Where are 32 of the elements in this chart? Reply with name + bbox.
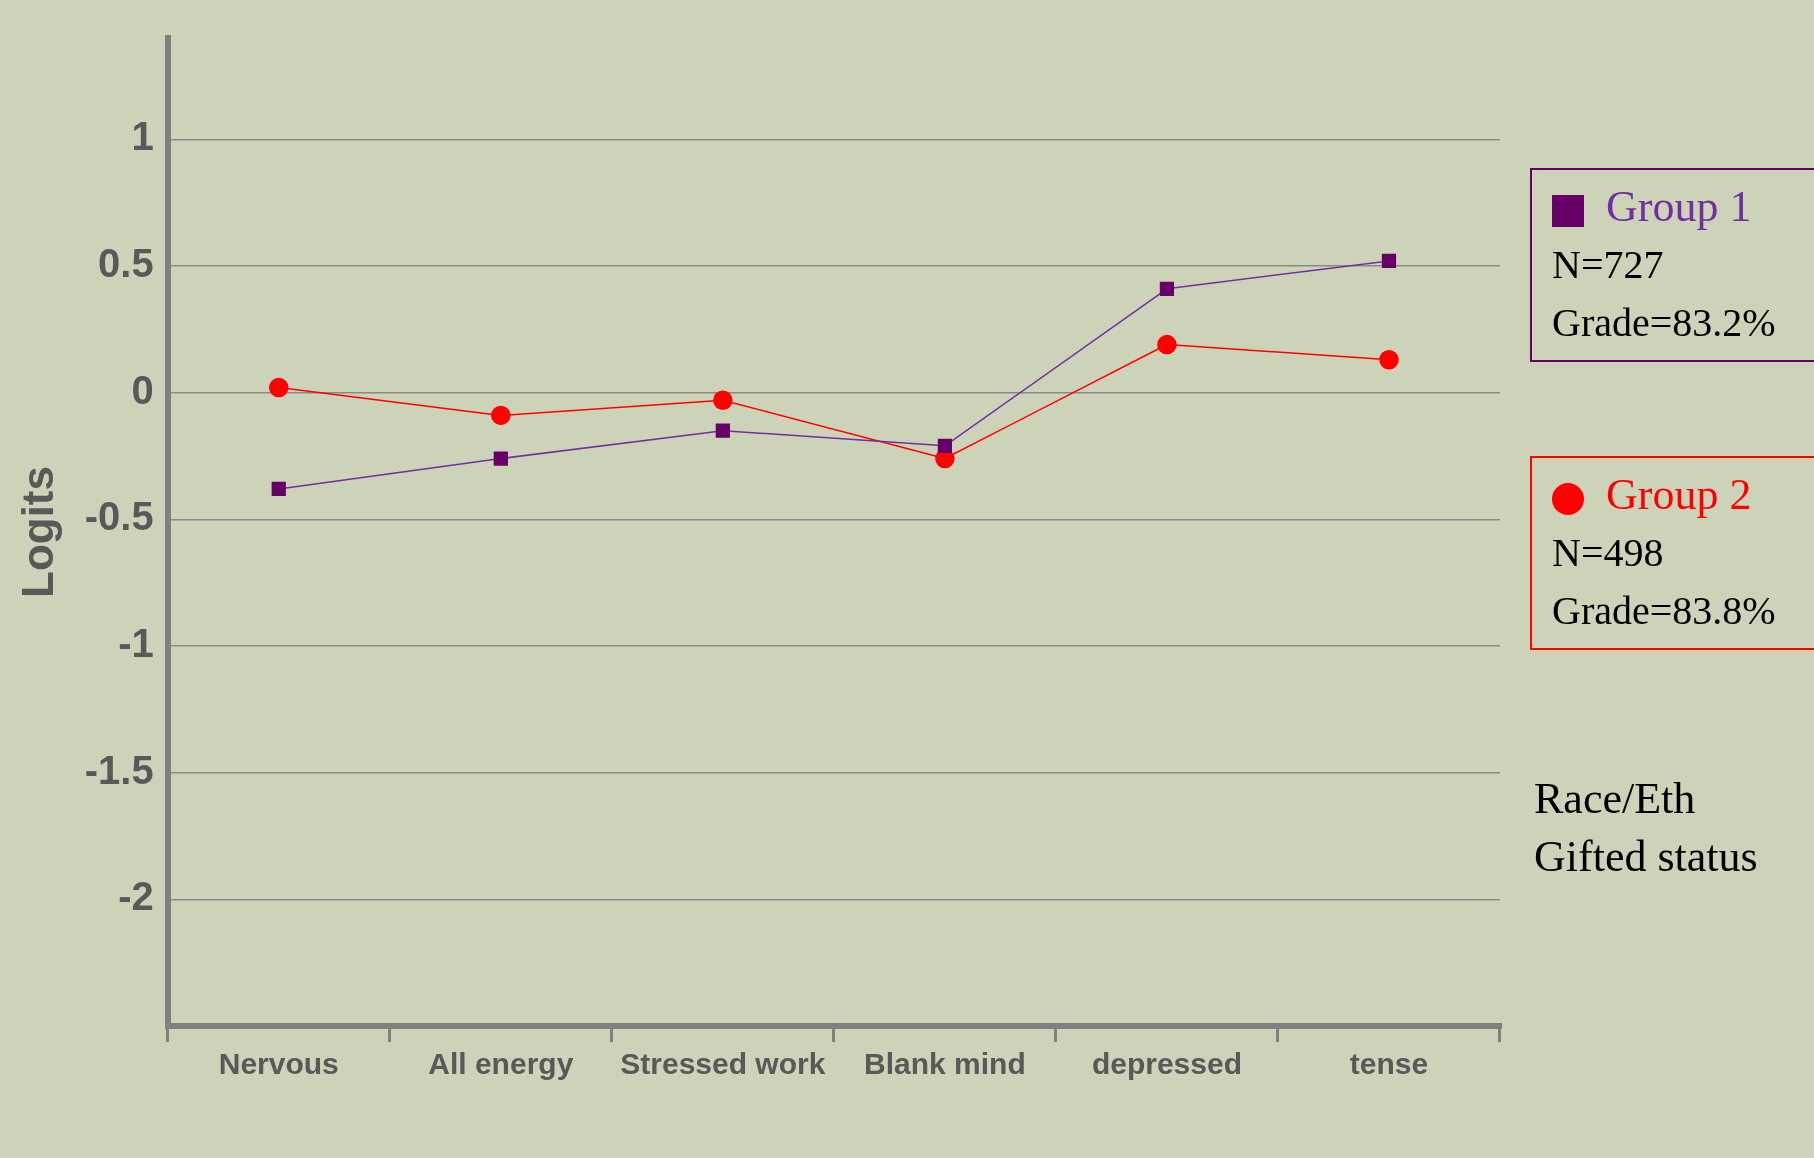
x-tick-label: Stressed work <box>620 1047 826 1081</box>
point <box>1157 334 1177 355</box>
x-tick-label: Nervous <box>218 1047 339 1081</box>
legend-label: Group 2 <box>1605 469 1753 521</box>
y-tick-label: -1 <box>118 621 154 666</box>
point <box>271 481 286 497</box>
point <box>269 377 289 398</box>
text: Race/Eth Gifted status <box>1534 773 1758 883</box>
y-tick-label: -1.5 <box>84 747 154 792</box>
x-tick-label: tense <box>1349 1047 1429 1081</box>
point <box>715 423 730 438</box>
y-tick-label: 0.5 <box>98 241 154 286</box>
x-tick-label: depressed <box>1091 1047 1242 1081</box>
point <box>713 390 733 411</box>
point <box>1379 349 1399 370</box>
point <box>937 438 952 453</box>
text: Grade=83.8% <box>1552 587 1777 635</box>
legend-label: Group 1 <box>1605 181 1753 233</box>
point <box>1381 253 1397 269</box>
y-axis-title: Logits <box>12 466 62 598</box>
text: Grade=83.2% <box>1552 299 1777 347</box>
text: N=498 <box>1552 529 1665 577</box>
text: N=727 <box>1552 241 1665 289</box>
x-tick-label: All energy <box>428 1047 574 1081</box>
point <box>491 405 511 426</box>
point <box>1159 281 1175 296</box>
y-tick-label: 1 <box>131 114 154 159</box>
x-tick-label: Blank mind <box>864 1047 1026 1081</box>
y-tick-label: 0 <box>131 367 154 412</box>
point <box>493 451 508 466</box>
y-tick-label: -2 <box>118 874 154 919</box>
y-tick-label: -0.5 <box>84 494 154 539</box>
